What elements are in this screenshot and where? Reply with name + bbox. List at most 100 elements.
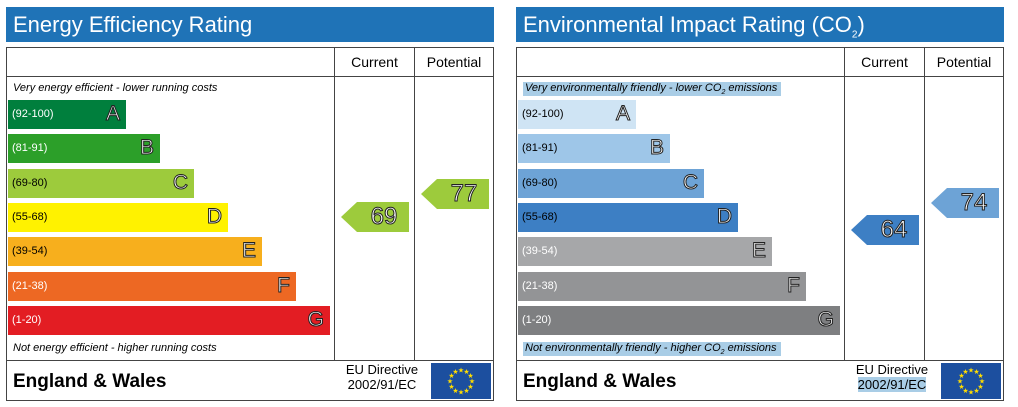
current-column-header: Current xyxy=(351,54,398,70)
band-range-label: (69-80) xyxy=(12,176,48,189)
svg-text:★: ★ xyxy=(962,387,968,395)
svg-text:★: ★ xyxy=(467,383,473,391)
band-a: (92-100) A xyxy=(8,100,126,129)
svg-text:★: ★ xyxy=(458,367,464,375)
eu-directive: EU Directive 2002/91/EC xyxy=(345,362,419,392)
band-letter: D xyxy=(206,204,222,228)
band-letter: D xyxy=(716,204,732,228)
top-caption: Very environmentally friendly - lower CO… xyxy=(523,82,782,97)
current-rating-value: 69 xyxy=(370,203,398,231)
rating-frame: Current Potential Very energy efficient … xyxy=(6,47,494,401)
band-letter: A xyxy=(615,102,630,126)
header-divider xyxy=(7,76,493,77)
current-column-header: Current xyxy=(861,54,908,70)
bottom-caption: Not environmentally friendly - higher CO… xyxy=(523,342,781,357)
bottom-caption: Not energy efficient - higher running co… xyxy=(13,342,217,354)
column-divider xyxy=(924,48,925,360)
band-g: (1-20) G xyxy=(518,305,840,335)
band-range-label: (39-54) xyxy=(522,245,558,258)
band-c: (69-80) C xyxy=(8,168,194,198)
svg-text:★: ★ xyxy=(958,383,964,391)
band-range-label: (21-38) xyxy=(522,279,558,292)
band-letter: A xyxy=(105,102,120,126)
band-range-label: (81-91) xyxy=(522,142,558,155)
eu-directive: EU Directive 2002/91/EC xyxy=(855,362,929,392)
band-range-label: (92-100) xyxy=(12,108,54,120)
svg-text:★: ★ xyxy=(979,378,985,386)
potential-rating-value: 77 xyxy=(450,180,478,208)
band-letter: E xyxy=(751,239,766,263)
potential-column-header: Potential xyxy=(936,54,992,70)
panel-title: Energy Efficiency Rating xyxy=(6,7,494,42)
band-letter: B xyxy=(649,136,664,160)
region-label: England & Wales xyxy=(523,371,677,392)
svg-text:★: ★ xyxy=(957,378,963,386)
svg-text:★: ★ xyxy=(977,372,983,380)
potential-rating-arrow: 74 xyxy=(931,187,999,218)
band-range-label: (69-80) xyxy=(522,176,558,189)
svg-text:★: ★ xyxy=(447,378,453,386)
svg-text:★: ★ xyxy=(968,367,974,375)
svg-text:★: ★ xyxy=(448,372,454,380)
band-letter: E xyxy=(241,239,256,263)
svg-text:★: ★ xyxy=(458,389,464,397)
band-range-label: (1-20) xyxy=(522,313,552,326)
band-letter: C xyxy=(682,170,698,194)
eu-flag-icon: ★ ★ ★ ★ ★ ★ ★ ★ ★ ★ ★ ★ xyxy=(941,363,1001,399)
svg-text:★: ★ xyxy=(463,368,469,376)
svg-text:★: ★ xyxy=(968,389,974,397)
band-e: (39-54) E xyxy=(8,237,262,267)
band-letter: F xyxy=(277,273,291,297)
column-divider xyxy=(334,48,335,360)
svg-text:★: ★ xyxy=(469,378,475,386)
svg-text:★: ★ xyxy=(958,372,964,380)
band-letter: G xyxy=(817,307,834,331)
band-f: (21-38) F xyxy=(518,271,806,301)
svg-text:★: ★ xyxy=(448,383,454,391)
potential-rating-value: 74 xyxy=(960,188,988,216)
current-rating-value: 64 xyxy=(880,215,908,243)
potential-column-header: Potential xyxy=(426,54,482,70)
band-range-label: (21-38) xyxy=(12,279,48,292)
band-range-label: (81-91) xyxy=(12,142,48,155)
band-range-label: (1-20) xyxy=(12,313,42,326)
region-label: England & Wales xyxy=(13,371,167,392)
band-d: (55-68) D xyxy=(518,202,738,232)
column-divider xyxy=(844,48,845,360)
footer-divider xyxy=(517,360,1003,361)
svg-text:★: ★ xyxy=(962,368,968,376)
energy-efficiency-panel: Energy Efficiency Rating Current Potenti… xyxy=(6,7,494,401)
band-letter: C xyxy=(172,170,188,194)
band-range-label: (55-68) xyxy=(12,210,48,223)
environmental-impact-panel: Environmental Impact Rating (CO2) Curren… xyxy=(516,7,1004,401)
band-a: (92-100) A xyxy=(518,100,636,129)
svg-text:★: ★ xyxy=(452,368,458,376)
band-f: (21-38) F xyxy=(8,271,296,301)
current-rating-arrow: 64 xyxy=(851,214,919,245)
band-letter: F xyxy=(787,273,801,297)
current-rating-arrow: 69 xyxy=(341,202,409,233)
top-caption: Very energy efficient - lower running co… xyxy=(13,82,218,94)
band-range-label: (39-54) xyxy=(12,245,48,258)
header-divider xyxy=(517,76,1003,77)
band-b: (81-91) B xyxy=(8,134,160,164)
band-letter: B xyxy=(139,136,154,160)
panel-title: Environmental Impact Rating (CO2) xyxy=(516,7,1004,42)
potential-rating-arrow: 77 xyxy=(421,179,489,210)
band-range-label: (55-68) xyxy=(522,210,558,223)
svg-text:★: ★ xyxy=(977,383,983,391)
svg-text:★: ★ xyxy=(463,387,469,395)
rating-frame: Current Potential Very environmentally f… xyxy=(516,47,1004,401)
band-b: (81-91) B xyxy=(518,134,670,164)
svg-text:★: ★ xyxy=(467,372,473,380)
band-e: (39-54) E xyxy=(518,237,772,267)
column-divider xyxy=(414,48,415,360)
footer-divider xyxy=(7,360,493,361)
svg-text:★: ★ xyxy=(973,387,979,395)
band-g: (1-20) G xyxy=(8,305,330,335)
eu-flag-icon: ★ ★ ★ ★ ★ ★ ★ ★ ★ ★ ★ ★ xyxy=(431,363,491,399)
svg-text:★: ★ xyxy=(973,368,979,376)
band-d: (55-68) D xyxy=(8,202,228,232)
band-range-label: (92-100) xyxy=(522,108,564,120)
svg-text:★: ★ xyxy=(452,387,458,395)
